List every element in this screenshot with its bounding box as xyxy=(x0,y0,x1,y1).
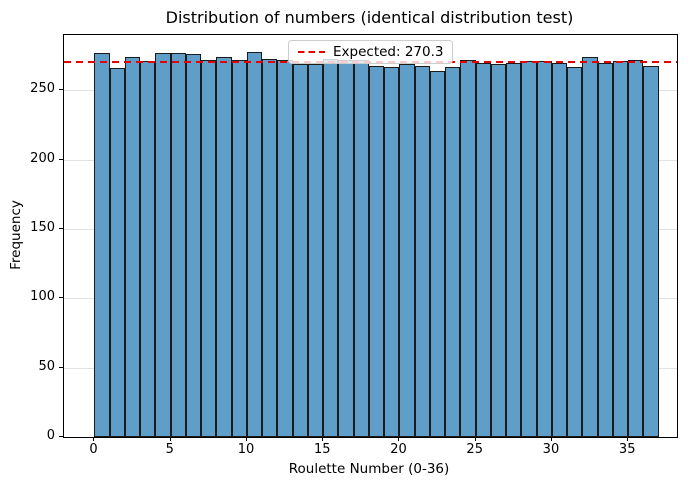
histogram-bar xyxy=(490,64,507,437)
x-tick-mark xyxy=(550,437,552,441)
histogram-bar xyxy=(124,57,141,437)
y-tick-mark xyxy=(59,297,63,299)
x-axis-label: Roulette Number (0-36) xyxy=(288,461,450,477)
y-tick-mark xyxy=(59,89,63,91)
histogram-bar xyxy=(429,71,446,437)
histogram-bar xyxy=(551,62,568,437)
y-tick-mark xyxy=(59,366,63,368)
histogram-bar xyxy=(292,64,308,437)
x-tick-mark xyxy=(245,437,247,441)
histogram-bar xyxy=(231,59,247,437)
x-tick-label: 10 xyxy=(237,442,255,457)
histogram-bar xyxy=(338,59,354,437)
histogram-bar xyxy=(94,53,110,437)
x-tick-mark xyxy=(322,437,324,441)
histogram-bar xyxy=(185,54,202,437)
x-tick-mark xyxy=(627,437,629,441)
histogram-bar xyxy=(612,61,629,437)
histogram-bar xyxy=(536,61,552,437)
histogram-bar xyxy=(368,65,385,437)
x-tick-mark xyxy=(169,437,171,441)
histogram-bar xyxy=(460,59,476,437)
histogram-bar xyxy=(384,66,400,437)
histogram-bar xyxy=(155,53,171,437)
histogram-bar xyxy=(582,57,598,437)
histogram-bar xyxy=(140,61,156,437)
legend-label: Expected: 270.3 xyxy=(333,44,444,60)
x-tick-label: 0 xyxy=(89,442,98,457)
histogram-bar xyxy=(445,66,461,437)
y-tick-label: 50 xyxy=(38,358,55,374)
x-tick-label: 15 xyxy=(313,442,331,457)
histogram-bar xyxy=(262,58,278,437)
histogram-bar xyxy=(414,65,430,437)
histogram-bar xyxy=(323,58,339,437)
histogram-bar xyxy=(353,59,369,437)
x-tick-mark xyxy=(93,437,95,441)
y-tick-mark xyxy=(59,228,63,230)
histogram-bar xyxy=(643,65,659,437)
histogram-bar xyxy=(170,53,186,437)
x-tick-label: 25 xyxy=(466,442,483,457)
histogram-bar xyxy=(521,61,537,437)
histogram-bar xyxy=(597,62,613,437)
histogram-bar xyxy=(109,68,125,437)
histogram-bar xyxy=(475,62,491,437)
y-tick-mark xyxy=(59,436,63,437)
x-tick-label: 5 xyxy=(165,442,174,457)
histogram-bar xyxy=(216,57,232,437)
y-tick-label: 200 xyxy=(30,150,55,166)
histogram-bar xyxy=(567,66,583,437)
x-tick-label: 35 xyxy=(618,442,636,457)
histogram-bar xyxy=(277,59,293,437)
histogram-bar xyxy=(201,59,217,437)
x-tick-mark xyxy=(398,437,400,441)
histogram-bar xyxy=(399,64,415,437)
y-tick-label: 0 xyxy=(46,428,55,443)
y-tick-label: 100 xyxy=(30,289,55,305)
legend: Expected: 270.3 xyxy=(288,40,454,64)
x-tick-label: 30 xyxy=(542,442,560,457)
x-tick-label: 20 xyxy=(390,442,407,457)
plot-area: Expected: 270.3 xyxy=(63,34,678,438)
legend-dash-swatch xyxy=(298,50,325,54)
histogram-bar xyxy=(246,51,263,437)
y-tick-mark xyxy=(59,158,63,160)
y-tick-label: 150 xyxy=(30,220,55,236)
histogram-bar xyxy=(628,59,644,437)
histogram-bar xyxy=(506,62,522,437)
chart-title: Distribution of numbers (identical distr… xyxy=(165,8,574,27)
x-tick-mark xyxy=(474,437,476,441)
y-tick-label: 250 xyxy=(30,81,55,97)
histogram-bar xyxy=(307,64,324,437)
